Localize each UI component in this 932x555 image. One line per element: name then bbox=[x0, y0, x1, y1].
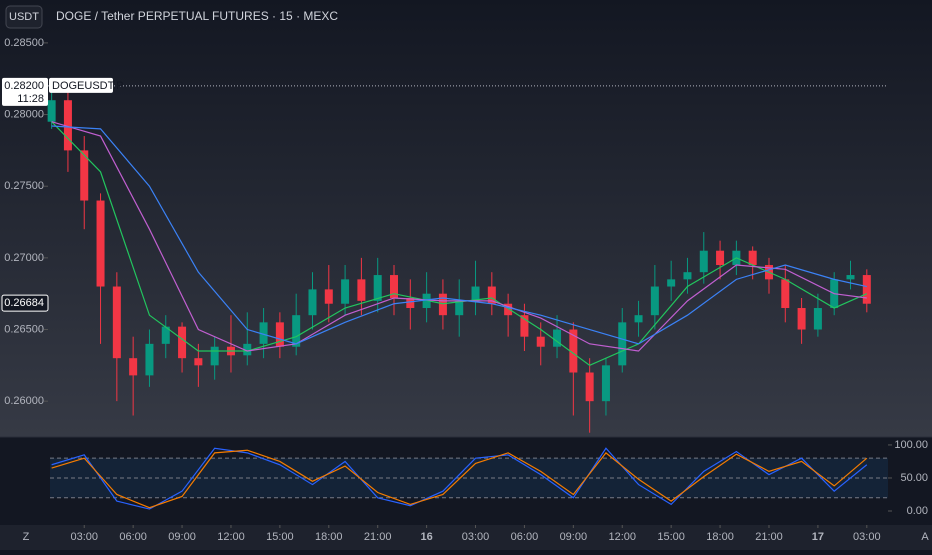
candle-body bbox=[357, 279, 366, 301]
time-axis bbox=[0, 525, 932, 550]
candle-body bbox=[145, 343, 154, 376]
y-tick-label: 50.00 bbox=[900, 472, 928, 484]
x-tick-label: 12:00 bbox=[217, 531, 245, 543]
x-tick-label: 15:00 bbox=[657, 531, 685, 543]
x-tick-label: 06:00 bbox=[511, 531, 539, 543]
y-tick-label: 0.28500 bbox=[4, 37, 44, 49]
countdown-label: 11:28 bbox=[17, 93, 44, 105]
x-tick-label: 09:00 bbox=[560, 531, 588, 543]
indicator-pane bbox=[0, 437, 932, 525]
candle-body bbox=[373, 275, 382, 301]
x-tick-label: 03:00 bbox=[853, 531, 881, 543]
candle-body bbox=[324, 289, 333, 304]
candle-body bbox=[275, 322, 284, 347]
stochastic-line bbox=[51, 449, 868, 509]
price-line-label: 0.28200 bbox=[4, 80, 44, 92]
candle-body bbox=[194, 358, 203, 366]
candle-body bbox=[259, 322, 268, 344]
candle-body bbox=[748, 250, 757, 266]
symbol-label: DOGEUSDT.P bbox=[52, 80, 124, 92]
candle-body bbox=[553, 329, 562, 347]
symbol-label-box bbox=[49, 77, 113, 93]
candle-body bbox=[585, 372, 594, 402]
x-tick-label: 18:00 bbox=[315, 531, 343, 543]
candle-body bbox=[813, 308, 822, 330]
price-label-box bbox=[2, 77, 48, 106]
x-tick-label: 09:00 bbox=[168, 531, 196, 543]
chart-title: DOGE / Tether PERPETUAL FUTURES · 15 · M… bbox=[56, 9, 338, 23]
candle-body bbox=[341, 279, 350, 304]
candle-body bbox=[308, 289, 317, 316]
candle-body bbox=[243, 343, 252, 356]
candle-body bbox=[390, 275, 399, 298]
currency-button[interactable] bbox=[5, 5, 43, 29]
candle-body bbox=[797, 308, 806, 330]
candle-body bbox=[161, 326, 170, 344]
x-tick-label: 06:00 bbox=[119, 531, 147, 543]
stochastic-line bbox=[51, 447, 868, 510]
candle-body bbox=[536, 336, 545, 347]
candle-body bbox=[699, 250, 708, 273]
y-tick-label: 0.27000 bbox=[4, 252, 44, 264]
candle-body bbox=[210, 346, 219, 366]
candle-body bbox=[438, 293, 447, 316]
x-tick-label: 12:00 bbox=[608, 531, 636, 543]
y-tick-label: 0.28000 bbox=[4, 108, 44, 120]
x-tick-label: 21:00 bbox=[755, 531, 783, 543]
x-tick-label: 15:00 bbox=[266, 531, 294, 543]
y-tick-label: 0.00 bbox=[907, 505, 928, 517]
candle-body bbox=[716, 250, 725, 266]
candle-body bbox=[406, 297, 415, 309]
last-price-label: 0.26684 bbox=[4, 297, 44, 309]
y-tick-label: 0.26500 bbox=[4, 323, 44, 335]
candle-body bbox=[846, 275, 855, 280]
x-tick-label: 03:00 bbox=[462, 531, 490, 543]
candle-body bbox=[781, 279, 790, 309]
zoom-button[interactable]: Z bbox=[23, 531, 30, 543]
y-tick-label: 0.26000 bbox=[4, 395, 44, 407]
auto-button[interactable]: A bbox=[921, 531, 929, 543]
candle-body bbox=[292, 315, 301, 347]
x-tick-label: 21:00 bbox=[364, 531, 392, 543]
candle-body bbox=[80, 150, 89, 201]
y-tick-label: 100.00 bbox=[894, 439, 928, 451]
candle-body bbox=[862, 275, 871, 304]
moving-average-line bbox=[51, 125, 867, 345]
candle-body bbox=[601, 365, 610, 402]
candle-body bbox=[47, 100, 56, 122]
candle-body bbox=[667, 279, 676, 287]
candle-body bbox=[96, 200, 105, 287]
candle-body bbox=[471, 286, 480, 301]
candle-body bbox=[129, 358, 138, 376]
candle-body bbox=[455, 300, 464, 316]
candle-body bbox=[63, 100, 72, 151]
y-tick-label: 0.27500 bbox=[4, 180, 44, 192]
candle-body bbox=[618, 322, 627, 366]
last-price-box bbox=[1, 294, 49, 312]
candle-body bbox=[683, 272, 692, 280]
x-tick-label: 03:00 bbox=[70, 531, 98, 543]
candle-body bbox=[520, 315, 529, 337]
x-tick-label: 16 bbox=[420, 531, 432, 543]
candle-body bbox=[487, 286, 496, 304]
candle-body bbox=[634, 315, 643, 323]
candle-body bbox=[112, 286, 121, 359]
candle-body bbox=[504, 303, 513, 316]
candle-body bbox=[178, 326, 187, 359]
x-tick-label: 17 bbox=[812, 531, 824, 543]
candle-body bbox=[650, 286, 659, 316]
candle-body bbox=[569, 329, 578, 373]
x-tick-label: 18:00 bbox=[706, 531, 734, 543]
currency-label: USDT bbox=[9, 11, 39, 23]
main-pane bbox=[0, 0, 932, 437]
